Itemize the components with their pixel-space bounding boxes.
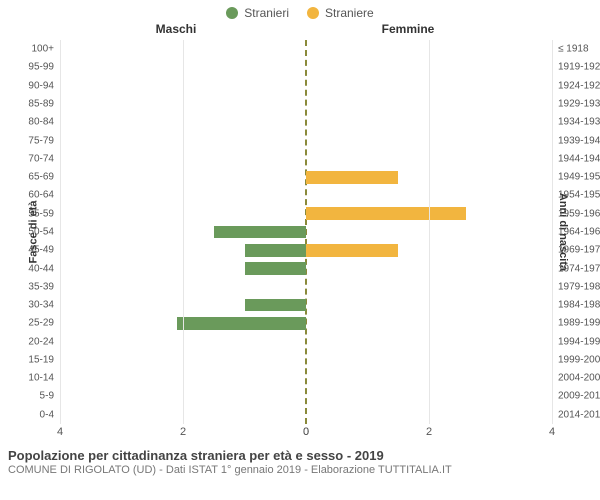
legend-swatch-female [307, 7, 319, 19]
column-headers: Maschi Femmine [0, 22, 600, 40]
age-row: 55-591959-1963 [60, 205, 552, 223]
age-label: 70-74 [28, 153, 60, 164]
x-axis: 420024 [60, 424, 552, 444]
birth-years-label: 1954-1958 [552, 190, 600, 201]
age-label: 65-69 [28, 172, 60, 183]
birth-years-label: 1934-1938 [552, 117, 600, 128]
age-row: 20-241994-1998 [60, 333, 552, 351]
x-tick: 4 [549, 426, 555, 438]
age-row: 25-291989-1993 [60, 314, 552, 332]
grid-line [183, 40, 184, 424]
legend-label-male: Stranieri [244, 6, 289, 20]
age-row: 5-92009-2013 [60, 387, 552, 405]
chart-title: Popolazione per cittadinanza straniera p… [8, 448, 600, 463]
bar-female [306, 244, 398, 257]
birth-years-label: 1924-1928 [552, 80, 600, 91]
age-row: 10-142004-2008 [60, 369, 552, 387]
birth-years-label: 1949-1953 [552, 172, 600, 183]
age-row: 40-441974-1978 [60, 259, 552, 277]
age-row: 45-491969-1973 [60, 241, 552, 259]
grid-line [60, 40, 61, 424]
x-tick: 0 [303, 426, 309, 438]
birth-years-label: 1989-1993 [552, 318, 600, 329]
age-label: 0-4 [40, 409, 60, 420]
age-label: 60-64 [28, 190, 60, 201]
birth-years-label: 1939-1943 [552, 135, 600, 146]
birth-years-label: 2009-2013 [552, 391, 600, 402]
bar-male [245, 262, 307, 275]
age-label: 40-44 [28, 263, 60, 274]
age-row: 35-391979-1983 [60, 278, 552, 296]
x-tick: 4 [57, 426, 63, 438]
age-label: 30-34 [28, 300, 60, 311]
age-label: 25-29 [28, 318, 60, 329]
age-row: 0-42014-2018 [60, 406, 552, 424]
legend-item-female: Straniere [307, 6, 374, 20]
header-male: Maschi [60, 22, 292, 36]
age-label: 50-54 [28, 226, 60, 237]
bar-male [214, 226, 306, 239]
grid-line [429, 40, 430, 424]
birth-years-label: 1994-1998 [552, 336, 600, 347]
rows-container: 100+≤ 191895-991919-192390-941924-192885… [60, 40, 552, 424]
birth-years-label: 1959-1963 [552, 208, 600, 219]
birth-years-label: 2014-2018 [552, 409, 600, 420]
bar-female [306, 207, 466, 220]
age-row: 95-991919-1923 [60, 58, 552, 76]
birth-years-label: 1944-1948 [552, 153, 600, 164]
age-row: 85-891929-1933 [60, 95, 552, 113]
legend-swatch-male [226, 7, 238, 19]
age-label: 90-94 [28, 80, 60, 91]
age-label: 10-14 [28, 373, 60, 384]
legend: Stranieri Straniere [0, 0, 600, 22]
plot-area: 100+≤ 191895-991919-192390-941924-192885… [60, 40, 552, 424]
age-row: 60-641954-1958 [60, 186, 552, 204]
x-tick: 2 [180, 426, 186, 438]
age-row: 75-791939-1943 [60, 131, 552, 149]
age-row: 65-691949-1953 [60, 168, 552, 186]
age-row: 80-841934-1938 [60, 113, 552, 131]
bar-male [245, 299, 307, 312]
birth-years-label: 1919-1923 [552, 62, 600, 73]
age-label: 5-9 [40, 391, 60, 402]
age-label: 55-59 [28, 208, 60, 219]
age-label: 100+ [31, 44, 60, 55]
x-tick: 2 [426, 426, 432, 438]
birth-years-label: 1929-1933 [552, 98, 600, 109]
age-label: 95-99 [28, 62, 60, 73]
chart-footer: Popolazione per cittadinanza straniera p… [0, 444, 600, 476]
birth-years-label: 1974-1978 [552, 263, 600, 274]
birth-years-label: 1984-1988 [552, 300, 600, 311]
age-label: 75-79 [28, 135, 60, 146]
age-row: 15-191999-2003 [60, 351, 552, 369]
population-pyramid-chart: Stranieri Straniere Maschi Femmine Fasce… [0, 0, 600, 500]
age-row: 50-541964-1968 [60, 223, 552, 241]
age-row: 90-941924-1928 [60, 77, 552, 95]
grid-line [552, 40, 553, 424]
birth-years-label: 1969-1973 [552, 245, 600, 256]
birth-years-label: ≤ 1918 [552, 44, 589, 55]
age-row: 70-741944-1948 [60, 150, 552, 168]
age-row: 30-341984-1988 [60, 296, 552, 314]
legend-item-male: Stranieri [226, 6, 289, 20]
age-row: 100+≤ 1918 [60, 40, 552, 58]
age-label: 45-49 [28, 245, 60, 256]
age-label: 35-39 [28, 281, 60, 292]
legend-label-female: Straniere [325, 6, 374, 20]
chart-subtitle: COMUNE DI RIGOLATO (UD) - Dati ISTAT 1° … [8, 464, 600, 476]
age-label: 15-19 [28, 354, 60, 365]
birth-years-label: 2004-2008 [552, 373, 600, 384]
age-label: 20-24 [28, 336, 60, 347]
age-label: 80-84 [28, 117, 60, 128]
bar-male [177, 317, 306, 330]
age-label: 85-89 [28, 98, 60, 109]
bar-male [245, 244, 307, 257]
birth-years-label: 1979-1983 [552, 281, 600, 292]
birth-years-label: 1999-2003 [552, 354, 600, 365]
birth-years-label: 1964-1968 [552, 226, 600, 237]
bar-female [306, 171, 398, 184]
header-female: Femmine [292, 22, 524, 36]
